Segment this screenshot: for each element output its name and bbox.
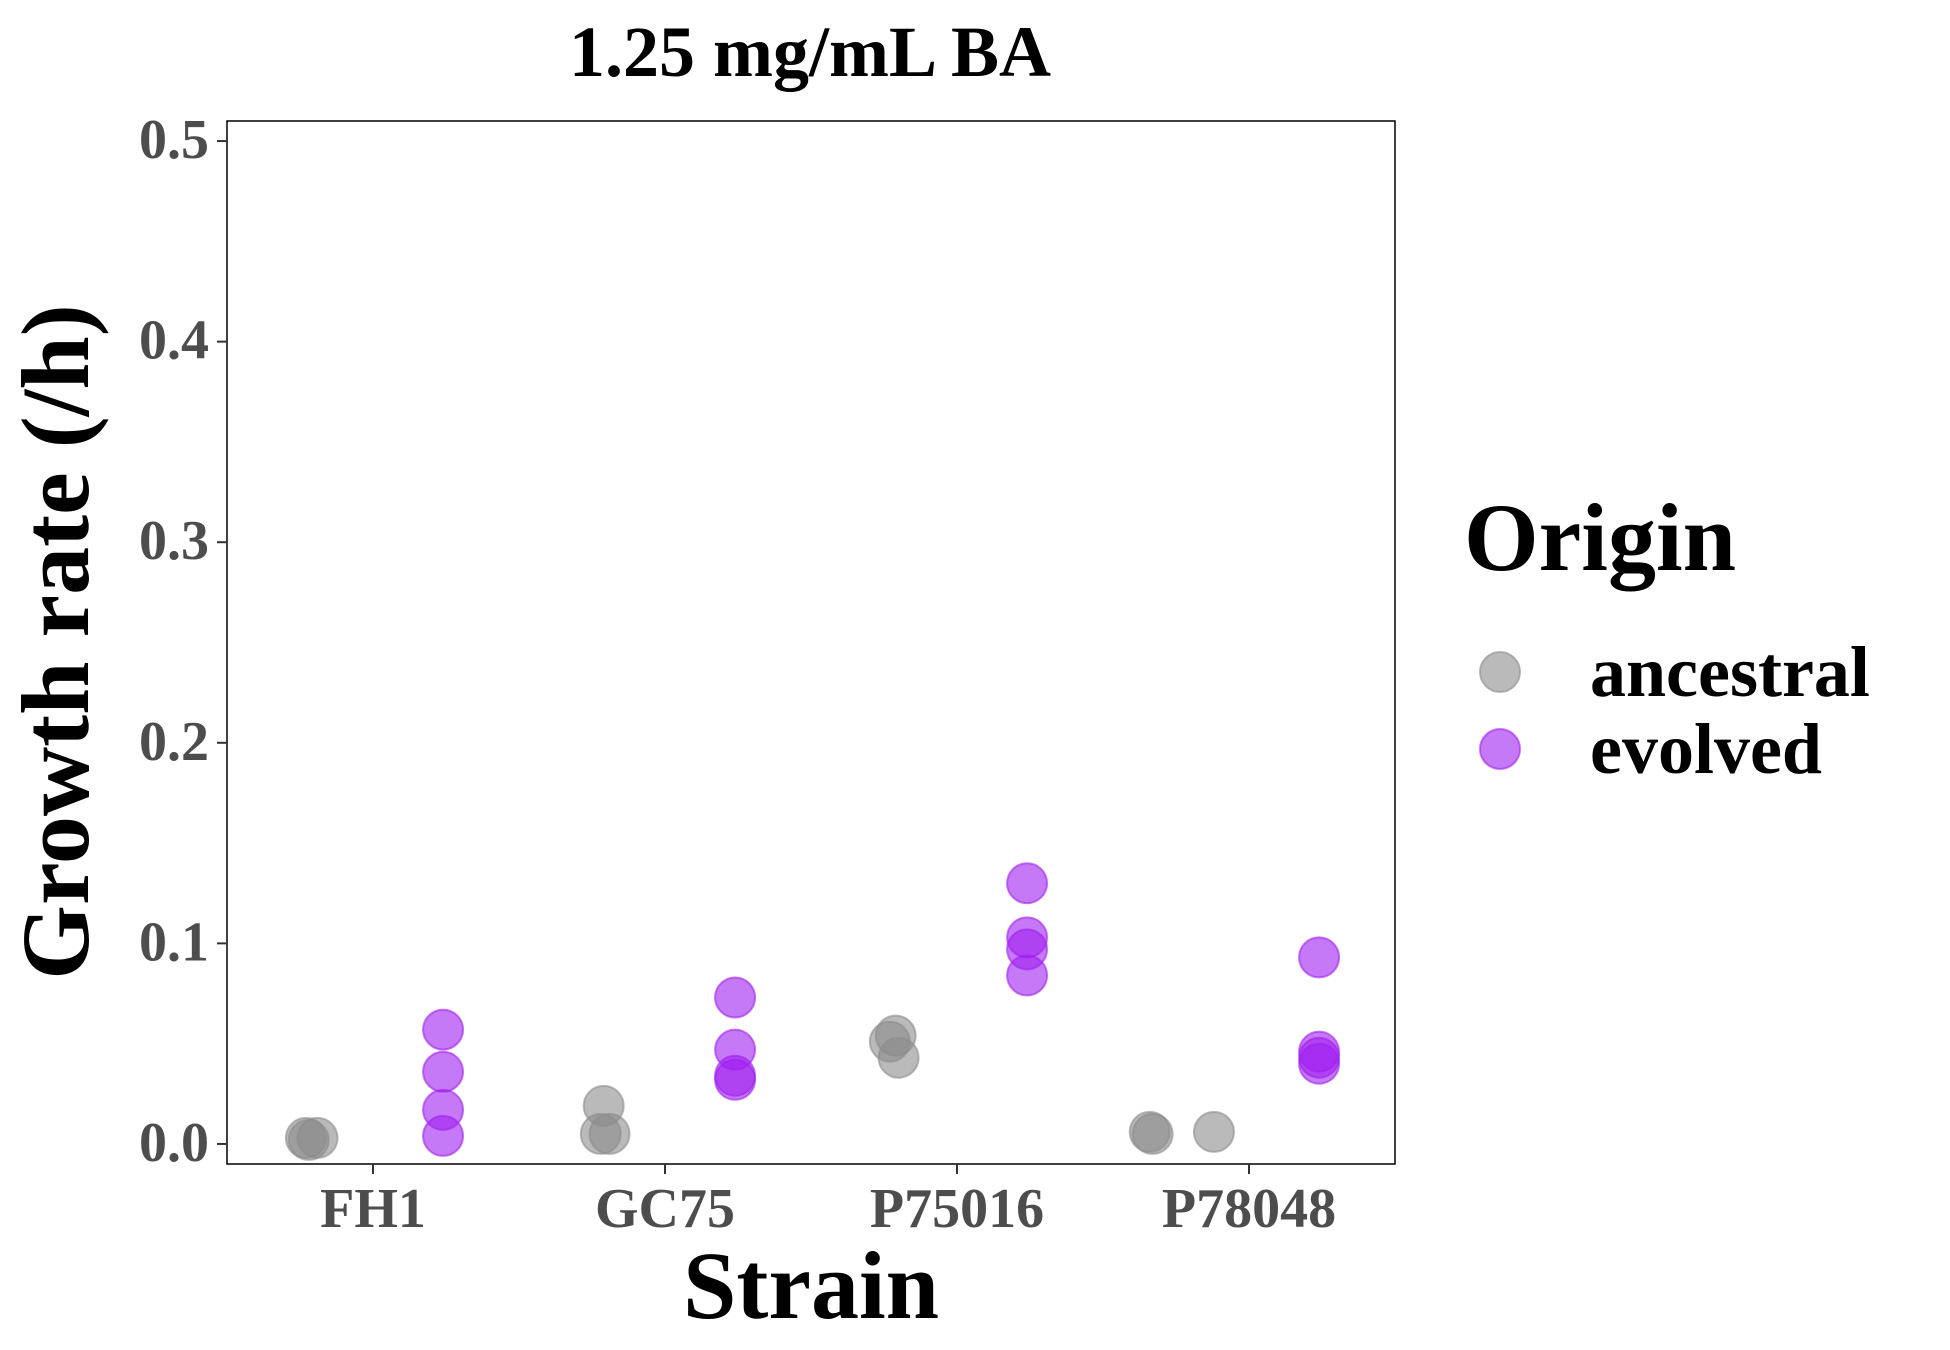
- data-point-ancestral: [296, 1116, 339, 1159]
- legend-key-ancestral: [1479, 651, 1521, 693]
- data-point-ancestral: [1192, 1110, 1235, 1153]
- chart-title: 1.25 mg/mL BA: [569, 12, 1051, 92]
- data-point-ancestral: [1131, 1112, 1174, 1155]
- x-tick-label: FH1: [320, 1178, 426, 1240]
- x-tick-label: GC75: [595, 1178, 735, 1240]
- y-tick-label: 0.3: [139, 510, 209, 572]
- y-tick-label: 0.1: [139, 911, 209, 973]
- data-point-evolved: [1298, 936, 1341, 979]
- x-axis: FH1 GC75 P75016 P78048: [320, 1164, 1336, 1240]
- data-point-evolved: [1006, 862, 1049, 905]
- data-point-evolved: [1006, 954, 1049, 997]
- data-point-evolved: [714, 1058, 757, 1101]
- legend-title: Origin: [1464, 484, 1736, 591]
- y-tick-label: 0.0: [139, 1112, 209, 1174]
- data-point-ancestral: [877, 1036, 920, 1079]
- x-tick-label: P75016: [870, 1178, 1044, 1240]
- data-point-ancestral: [588, 1112, 631, 1155]
- data-point-evolved: [714, 976, 757, 1019]
- plot-panel: [226, 120, 1396, 1165]
- y-tick-label: 0.2: [139, 711, 209, 773]
- x-tick-label: P78048: [1162, 1178, 1336, 1240]
- y-axis-label: Growth rate (/h): [2, 304, 109, 979]
- legend-key-evolved: [1479, 728, 1521, 770]
- data-points: [284, 862, 1341, 1161]
- legend-label: evolved: [1590, 709, 1822, 789]
- data-point-evolved: [1298, 1042, 1341, 1085]
- data-point-evolved: [422, 1050, 465, 1093]
- y-tick-label: 0.5: [139, 109, 209, 171]
- y-axis: 0.0 0.1 0.2 0.3 0.4 0.5: [139, 109, 227, 1174]
- data-point-evolved: [422, 1114, 465, 1157]
- x-axis-label: Strain: [683, 1232, 939, 1339]
- y-tick-label: 0.4: [139, 310, 209, 372]
- data-point-evolved: [422, 1008, 465, 1051]
- legend-label: ancestral: [1590, 632, 1870, 712]
